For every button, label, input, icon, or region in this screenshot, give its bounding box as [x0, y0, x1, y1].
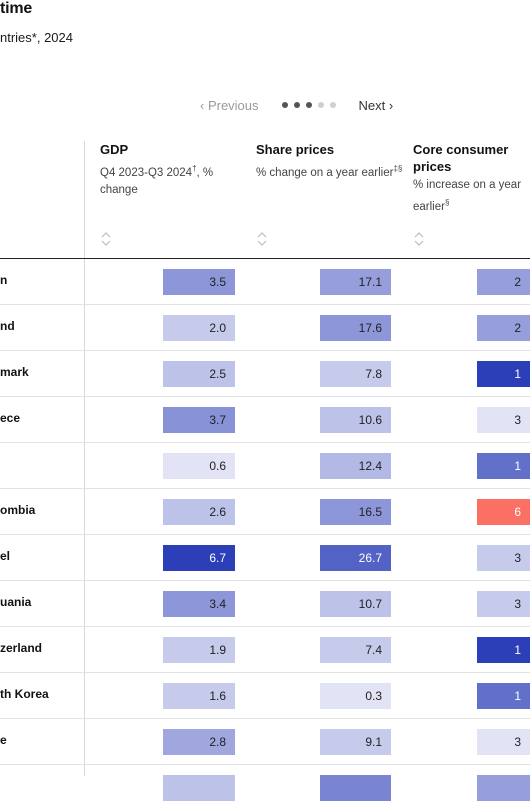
country-label: n	[0, 273, 8, 287]
row-divider	[0, 764, 530, 765]
page-dot[interactable]	[329, 102, 336, 108]
core-prices-cell: 1	[477, 453, 530, 479]
core-prices-cell: 1	[477, 637, 530, 663]
share-prices-cell: 0.3	[320, 683, 391, 709]
gdp-cell: 2.0	[163, 315, 235, 341]
table-row: 0.6 12.4 1	[0, 443, 530, 489]
pagination: ‹ Previous Next ›	[200, 96, 393, 114]
table-row: ombia 2.6 16.5 6	[0, 489, 530, 535]
page-dot[interactable]	[281, 102, 288, 108]
column-divider	[84, 141, 85, 776]
table-row: zerland 1.9 7.4 1	[0, 627, 530, 673]
gdp-cell: 1.6	[163, 683, 235, 709]
row-divider	[0, 442, 530, 443]
footnote-mark: †	[192, 164, 197, 173]
gdp-cell: 3.4	[163, 591, 235, 617]
core-prices-cell: 6	[477, 499, 530, 525]
next-button[interactable]: Next ›	[358, 97, 394, 113]
country-label: th Korea	[0, 687, 49, 701]
page-dots	[279, 102, 339, 108]
country-label: ece	[0, 411, 21, 425]
column-header-share-prices: Share prices % change on a year earlier‡…	[256, 141, 406, 182]
row-divider	[0, 626, 530, 627]
row-divider	[0, 488, 530, 489]
table-row-partial	[0, 765, 530, 811]
gdp-cell: 2.5	[163, 361, 235, 387]
table-row: el 6.7 26.7 3	[0, 535, 530, 581]
share-prices-cell: 10.7	[320, 591, 391, 617]
sort-icon[interactable]	[100, 232, 112, 246]
gdp-cell: 3.7	[163, 407, 235, 433]
table-row: ece 3.7 10.6 3	[0, 397, 530, 443]
previous-button[interactable]: ‹ Previous	[200, 97, 259, 113]
gdp-cell: 6.7	[163, 545, 235, 571]
share-prices-cell: 17.1	[320, 269, 391, 295]
country-label: el	[0, 549, 11, 563]
sort-icon[interactable]	[413, 232, 425, 246]
country-label: nd	[0, 319, 15, 333]
page-dot[interactable]	[305, 102, 312, 108]
core-prices-cell: 3	[477, 407, 530, 433]
row-divider	[0, 580, 530, 581]
partial-cell	[163, 775, 235, 801]
table-row: n 3.5 17.1 2	[0, 259, 530, 305]
country-label: zerland	[0, 641, 43, 655]
country-label: ombia	[0, 503, 36, 517]
footnote-mark: §	[444, 198, 450, 207]
header-rule	[0, 258, 530, 259]
table-row: nd 2.0 17.6 2	[0, 305, 530, 351]
gdp-cell: 2.8	[163, 729, 235, 755]
country-label: mark	[0, 365, 29, 379]
core-prices-cell: 3	[477, 729, 530, 755]
table-row: uania 3.4 10.7 3	[0, 581, 530, 627]
footnote-mark: ‡§	[393, 164, 403, 173]
table-row: e 2.8 9.1 3	[0, 719, 530, 765]
partial-cell	[320, 775, 391, 801]
country-label: e	[0, 733, 7, 747]
core-prices-cell: 2	[477, 269, 530, 295]
gdp-cell: 0.6	[163, 453, 235, 479]
share-prices-cell: 17.6	[320, 315, 391, 341]
country-label: uania	[0, 595, 32, 609]
core-prices-cell: 2	[477, 315, 530, 341]
row-divider	[0, 534, 530, 535]
share-prices-cell: 7.4	[320, 637, 391, 663]
column-header-core-consumer-prices: Core consumer prices % increase on a yea…	[413, 141, 530, 216]
row-divider	[0, 304, 530, 305]
column-title: Share prices	[256, 142, 335, 157]
column-description: Q4 2023-Q3 2024†, % change	[100, 164, 214, 196]
share-prices-cell: 26.7	[320, 545, 391, 571]
column-title: GDP	[100, 142, 129, 157]
chart-title: time	[0, 0, 33, 17]
table-row: mark 2.5 7.8 1	[0, 351, 530, 397]
row-divider	[0, 350, 530, 351]
share-prices-cell: 9.1	[320, 729, 391, 755]
share-prices-cell: 12.4	[320, 453, 391, 479]
row-divider	[0, 672, 530, 673]
column-header-gdp: GDP Q4 2023-Q3 2024†, % change	[100, 141, 250, 199]
page-dot[interactable]	[317, 102, 324, 108]
share-prices-cell: 10.6	[320, 407, 391, 433]
partial-cell	[477, 775, 530, 801]
row-divider	[0, 718, 530, 719]
column-description: % increase on a year earlier§	[413, 179, 522, 213]
core-prices-cell: 3	[477, 591, 530, 617]
page-dot[interactable]	[293, 102, 300, 108]
core-prices-cell: 3	[477, 545, 530, 571]
gdp-cell: 1.9	[163, 637, 235, 663]
column-description: % change on a year earlier‡§	[256, 164, 403, 179]
table-row: th Korea 1.6 0.3 1	[0, 673, 530, 719]
gdp-cell: 3.5	[163, 269, 235, 295]
column-title: Core consumer prices	[413, 142, 509, 174]
row-divider	[0, 396, 530, 397]
chart-subtitle: ntries*, 2024	[0, 30, 73, 45]
share-prices-cell: 7.8	[320, 361, 391, 387]
share-prices-cell: 16.5	[320, 499, 391, 525]
core-prices-cell: 1	[477, 683, 530, 709]
sort-icon[interactable]	[256, 232, 268, 246]
gdp-cell: 2.6	[163, 499, 235, 525]
core-prices-cell: 1	[477, 361, 530, 387]
